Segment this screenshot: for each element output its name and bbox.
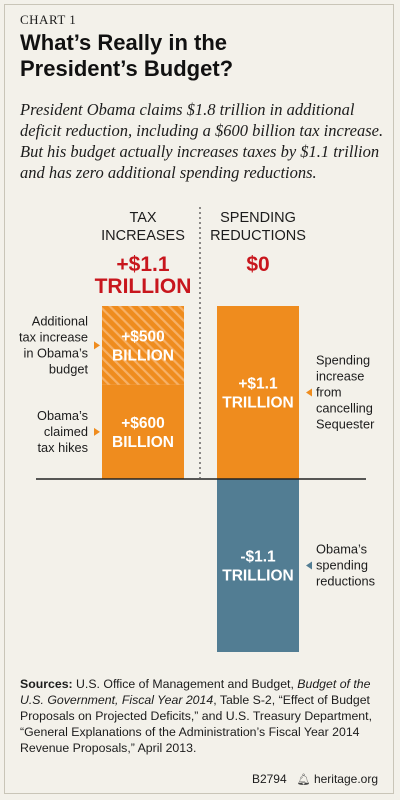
bar-label-1-2: +$500 BILLION <box>112 328 174 364</box>
site-brand: 🔔︎ heritage.org <box>297 772 378 786</box>
column-total-2: $0 <box>246 253 269 276</box>
sources-text-2: , Table S-2, “Effect of Budget Proposals… <box>20 693 372 755</box>
chart-code: B2794 <box>251 772 287 786</box>
annotation-arrow-2-2 <box>306 561 312 570</box>
annotation-2-2: Obama’s spending reductions <box>316 542 375 589</box>
annotation-2-1: Spending increase from cancelling Sequester <box>316 353 375 432</box>
title-line-2: President’s Budget? <box>20 56 234 81</box>
title-line-1: What’s Really in the <box>20 30 228 55</box>
column-header-1: TAX INCREASES <box>101 210 185 244</box>
sources-label: Sources: <box>20 677 73 691</box>
annotation-1-1: Obama’s claimed tax hikes <box>37 408 88 455</box>
bar-segment-1-1 <box>102 384 184 479</box>
sources-note: Sources: U.S. Office of Management and B… <box>20 676 380 756</box>
annotation-arrow-1-1 <box>94 427 100 436</box>
sources-text-1: U.S. Office of Management and Budget, <box>72 677 298 691</box>
bar-label-2-2: -$1.1 TRILLION <box>222 549 293 585</box>
column-header-2: SPENDING REDUCTIONS <box>210 210 306 244</box>
column-total-1: +$1.1 TRILLION <box>95 253 192 298</box>
liberty-bell-icon: 🔔︎ <box>296 774 311 786</box>
bar-label-2-1: +$1.1 TRILLION <box>222 376 293 412</box>
annotation-arrow-2-1 <box>306 388 312 397</box>
site-name: heritage.org <box>313 772 378 786</box>
chart-frame <box>4 4 394 794</box>
annotation-1-2: Additional tax increase in Obama’s budget <box>19 313 88 376</box>
bar-label-1-1: +$600 BILLION <box>112 415 174 451</box>
chart-number: CHART 1 <box>20 12 77 27</box>
subtitle: President Obama claims $1.8 trillion in … <box>20 100 384 182</box>
bar-segment-2-2 <box>217 479 299 652</box>
bar-segment-2-1 <box>217 306 299 479</box>
page-title: What’s Really in the President’s Budget? <box>20 30 380 82</box>
annotation-arrow-1-2 <box>94 341 100 350</box>
sources-italic: Budget of the U.S. Government, Fiscal Ye… <box>20 677 371 707</box>
bar-segment-1-2 <box>102 306 184 385</box>
footer: B2794 🔔︎ heritage.org <box>252 772 378 786</box>
